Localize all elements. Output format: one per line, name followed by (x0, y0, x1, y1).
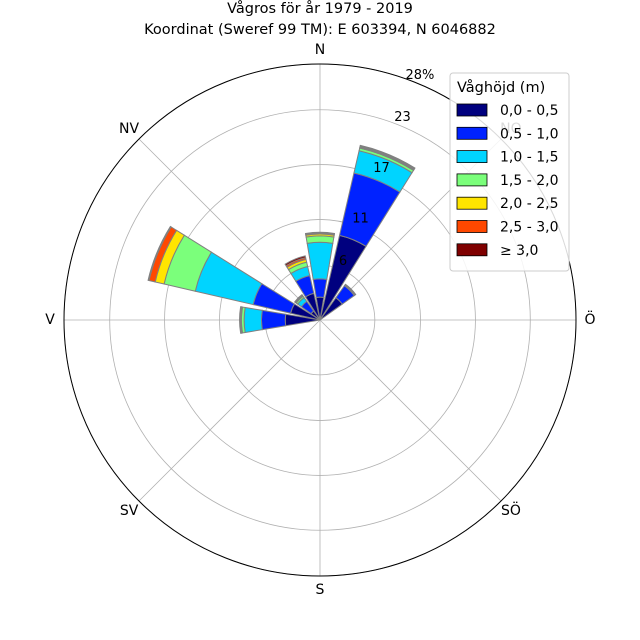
direction-label: NV (119, 121, 139, 137)
grid-spoke (319, 319, 502, 502)
direction-label: SÖ (501, 501, 521, 519)
legend-label: 0,5 - 1,0 (500, 126, 558, 142)
legend-swatch (456, 103, 488, 117)
direction-label: S (316, 582, 325, 598)
direction-label: SV (120, 503, 139, 519)
radial-tick-label: 6 (339, 254, 347, 269)
legend-label: 0,0 - 0,5 (500, 103, 558, 119)
rose-segment (312, 278, 328, 299)
legend-label: ≥ 3,0 (500, 243, 538, 259)
legend-swatch (456, 220, 488, 233)
legend-swatch (456, 150, 488, 164)
radial-tick-label: 11 (352, 212, 369, 227)
rose-segment (305, 235, 335, 244)
polar-grid (63, 63, 577, 577)
rose-bars (147, 144, 416, 334)
radial-tick-label: 23 (394, 110, 411, 125)
rose-segment (359, 144, 416, 170)
legend-swatch (456, 126, 488, 140)
legend-label: 2,5 - 3,0 (500, 220, 558, 236)
legend-title: Våghöjd (m) (457, 79, 545, 96)
radial-tick-label: 28% (406, 68, 435, 83)
rose-segment (304, 231, 336, 235)
rose-segment (239, 306, 243, 334)
legend-swatch (456, 196, 488, 210)
chart-subtitle: Koordinat (Sweref 99 TM): E 603394, N 60… (144, 22, 496, 38)
legend-label: 1,5 - 2,0 (500, 173, 558, 189)
direction-label: Ö (584, 310, 595, 328)
direction-label: N (315, 42, 325, 58)
rose-segment (344, 283, 357, 296)
legend: Våghöjd (m) 0,0 - 0,5 0,5 - 1,0 1,0 - 1,5 1… (449, 72, 570, 272)
grid-spoke (138, 138, 321, 321)
rose-segment (147, 225, 172, 282)
radial-tick-label: 17 (373, 161, 390, 176)
outer-ring (63, 63, 577, 577)
direction-label: V (45, 312, 55, 328)
chart-title: Vågros för år 1979 - 2019 (227, 0, 413, 17)
legend-label: 2,0 - 2,5 (500, 196, 558, 212)
rose-segment (306, 241, 334, 280)
rose-segment (260, 309, 287, 331)
rose-segment (284, 255, 307, 267)
rose-segment (243, 306, 263, 334)
legend-label: 1,0 - 1,5 (500, 150, 558, 166)
radial-tick-labels: 6 11 17 23 28% (339, 68, 435, 269)
legend-items: 0,0 - 0,5 0,5 - 1,0 1,0 - 1,5 1,5 - 2,0 2,0 … (456, 103, 558, 259)
legend-swatch (456, 243, 488, 257)
legend-swatch (456, 173, 488, 187)
grid-spoke (138, 319, 321, 502)
rose-segment (293, 293, 304, 304)
